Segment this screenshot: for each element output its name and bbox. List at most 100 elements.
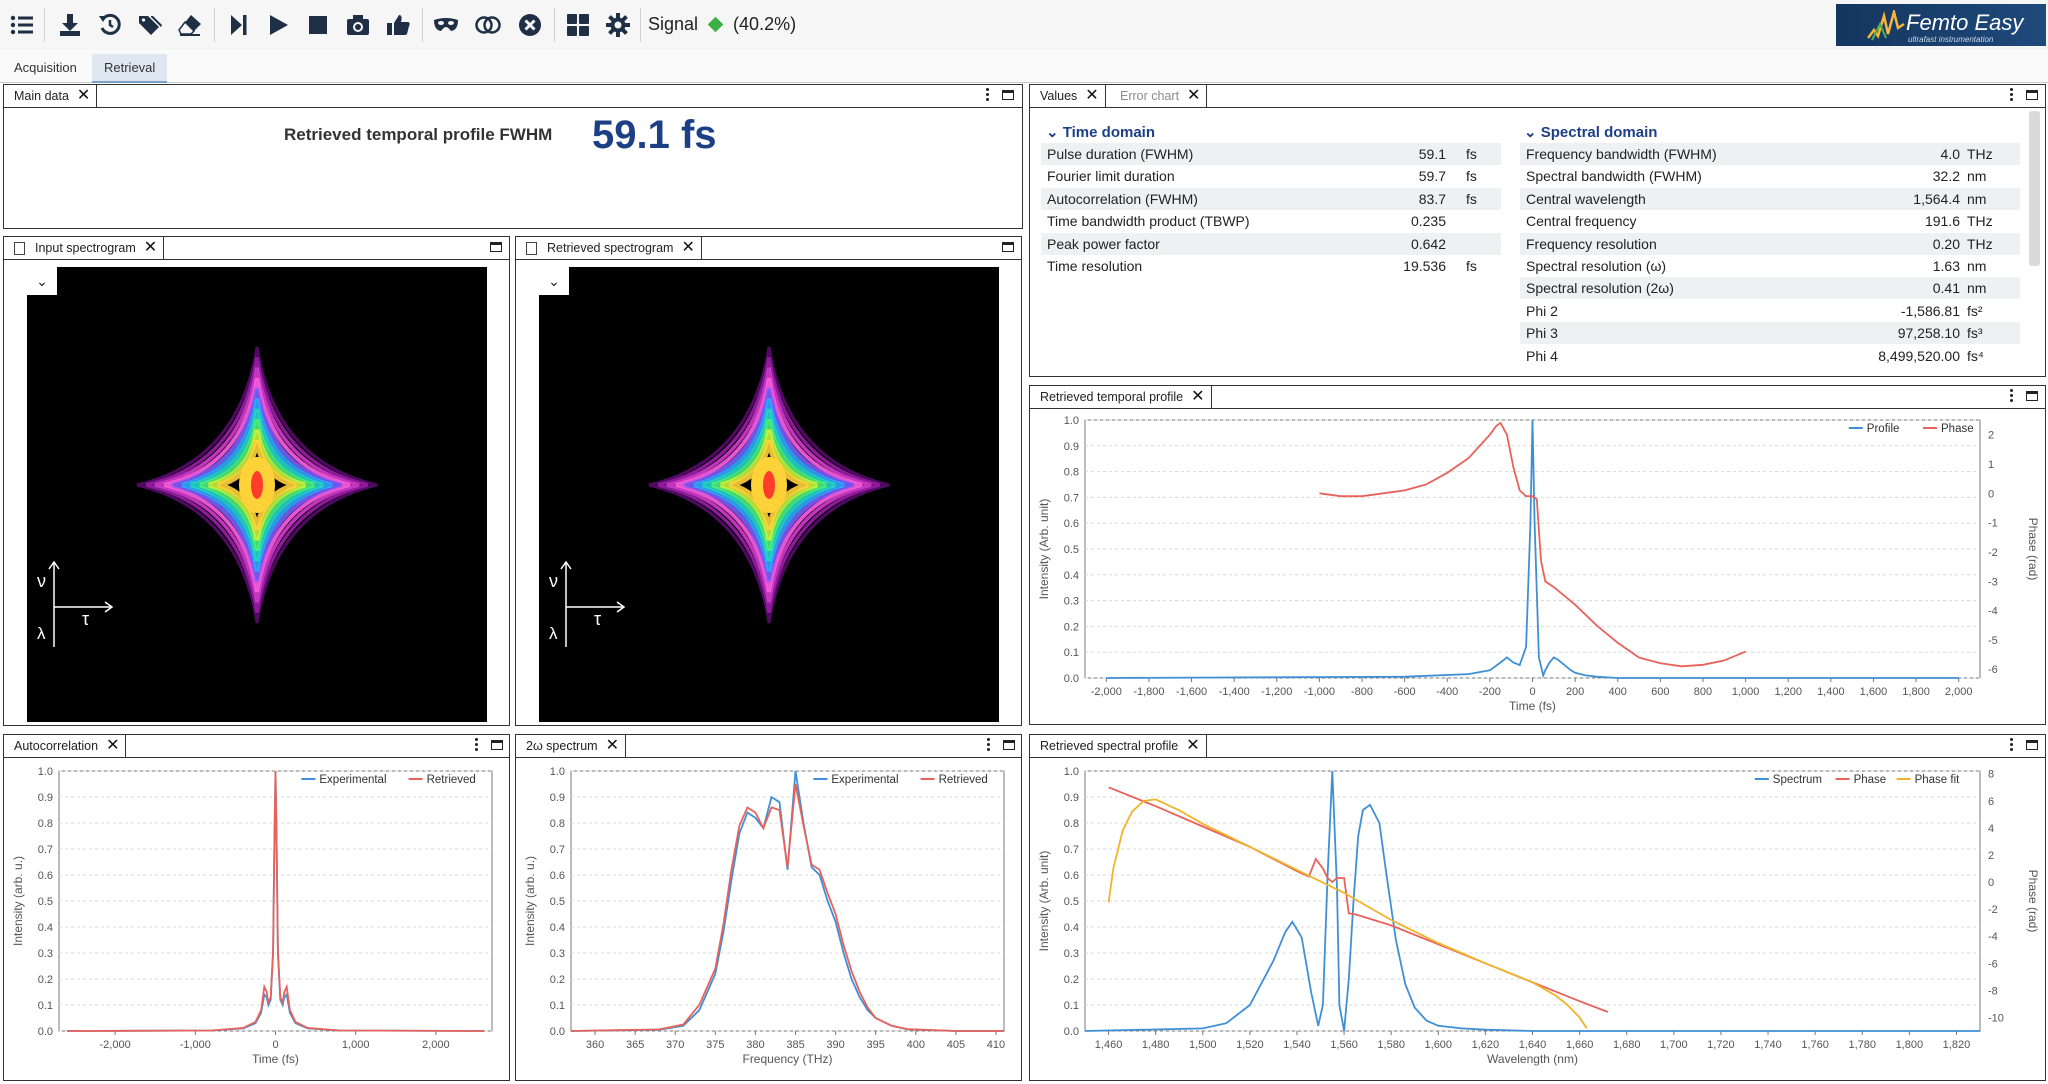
close-icon[interactable]: ✕ (1187, 87, 1201, 104)
x-tick-label: -800 (1351, 686, 1373, 698)
y2-tick-label: 2 (1988, 850, 1994, 862)
tab-retrieved-temporal-profile[interactable]: Retrieved temporal profile ✕ (1030, 386, 1212, 408)
maximize-icon[interactable] (1002, 90, 1014, 100)
time-domain-header[interactable]: ⌄ Time domain (1046, 123, 1155, 141)
tab-values[interactable]: Values ✕ (1030, 85, 1106, 107)
tab-retrieved-spectral-profile[interactable]: Retrieved spectral profile ✕ (1030, 735, 1207, 757)
maximize-icon[interactable] (2026, 740, 2038, 750)
download-icon[interactable] (54, 10, 86, 40)
mask-icon[interactable] (430, 10, 462, 40)
eraser-icon[interactable] (174, 10, 206, 40)
tab-retrieved-spectrogram[interactable]: Retrieved spectrogram ✕ (516, 237, 702, 259)
close-icon[interactable]: ✕ (106, 737, 120, 754)
y-tick-label: 0.4 (550, 922, 565, 934)
spectrogram-dropdown[interactable]: ⌄ (27, 267, 57, 295)
grid-icon[interactable] (562, 10, 594, 40)
panel-menu-icon[interactable] (475, 738, 479, 752)
2w-spectrum-chart[interactable]: 0.0 0.1 0.2 0.3 0.4 0.5 0.6 0.7 0.8 0.9 1.0 360 365 3… (516, 759, 1019, 1077)
y-tick-label: 0.8 (1064, 467, 1079, 479)
tab-retrieval[interactable]: Retrieval (92, 54, 168, 83)
x-tick-label: -1,800 (1133, 686, 1164, 698)
y-tick-label: 0.3 (38, 948, 53, 960)
value-number: 1,564.4 (1913, 190, 1960, 207)
retrieved-spectral-profile-panel: Retrieved spectral profile ✕ 0.0 0.1 0.2 0.3… (1029, 734, 2046, 1081)
value-unit: fs³ (1967, 325, 1983, 342)
stop-icon[interactable] (302, 10, 334, 40)
femto-easy-logo: Femto Easy ultrafast instrumentation (1836, 4, 2046, 46)
list-icon[interactable] (6, 10, 38, 40)
spectrogram-core (251, 471, 263, 499)
y-tick-label: 0.5 (1064, 896, 1079, 908)
y-tick-label: 0.2 (38, 974, 53, 986)
tab-acquisition[interactable]: Acquisition (14, 60, 77, 75)
x-tick-label: 1,400 (1817, 686, 1845, 698)
tags-icon[interactable] (134, 10, 166, 40)
temporal-profile-tabbar: Retrieved temporal profile ✕ (1030, 386, 2045, 409)
spectrogram-dropdown[interactable]: ⌄ (539, 267, 569, 295)
panel-menu-icon[interactable] (987, 738, 991, 752)
close-icon[interactable]: ✕ (1186, 737, 1200, 754)
y-tick-label: 0.1 (1064, 647, 1079, 659)
value-number: 59.7 (1418, 168, 1446, 185)
tab-error-chart[interactable]: Error chart ✕ (1110, 85, 1208, 107)
retrieved-spectrogram-image[interactable]: ν λ τ ⌄ (539, 267, 999, 722)
value-row: Central frequency 191.6 THz (1520, 210, 2020, 232)
close-icon[interactable]: ✕ (681, 239, 695, 256)
value-name: Peak power factor (1047, 235, 1160, 252)
y2-axis-label: Phase (rad) (2026, 870, 2040, 933)
reset-icon[interactable] (94, 10, 126, 40)
close-icon[interactable]: ✕ (76, 87, 91, 104)
series-line-experimental (570, 770, 1004, 1032)
close-icon[interactable]: ✕ (143, 239, 158, 256)
thumbs-up-icon[interactable] (382, 10, 414, 40)
spectral-domain-header[interactable]: ⌄ Spectral domain (1524, 123, 1657, 141)
retrieved-spectrogram-tabbar: Retrieved spectrogram ✕ (516, 237, 1021, 260)
tab-main-data[interactable]: Main data ✕ (4, 85, 98, 107)
play-icon[interactable] (262, 10, 294, 40)
autocorrelation-chart[interactable]: 0.0 0.1 0.2 0.3 0.4 0.5 0.6 0.7 0.8 0.9 1.0 -2,000 -… (4, 759, 507, 1077)
tab-input-spectrogram[interactable]: Input spectrogram ✕ (4, 237, 165, 259)
close-circle-icon[interactable] (514, 10, 546, 40)
close-icon[interactable]: ✕ (1085, 87, 1099, 104)
signal-diamond-icon (707, 16, 724, 33)
signal-indicator: Signal (40.2%) (648, 14, 796, 35)
temporal-profile-chart[interactable]: 0.00.10.20.30.40.50.60.70.80.91.0-2,000-… (1030, 410, 2043, 722)
tab-autocorrelation[interactable]: Autocorrelation ✕ (4, 735, 127, 757)
toggle-icon[interactable] (472, 10, 504, 40)
value-name: Central frequency (1526, 213, 1637, 230)
close-icon[interactable]: ✕ (605, 737, 619, 754)
y2-tick-label: -5 (1988, 635, 1998, 647)
tab-2w-spectrum[interactable]: 2ω spectrum ✕ (516, 735, 626, 757)
value-unit: fs⁴ (1967, 347, 1984, 364)
panel-menu-icon[interactable] (986, 88, 990, 102)
maximize-icon[interactable] (1003, 740, 1015, 750)
maximize-icon[interactable] (1002, 242, 1014, 252)
values-scrollbar[interactable] (2029, 111, 2040, 266)
x-tick-label: 600 (1651, 686, 1669, 698)
maximize-icon[interactable] (2026, 90, 2038, 100)
panel-menu-icon[interactable] (2010, 389, 2014, 403)
value-number: 32.2 (1932, 168, 1960, 185)
value-row: Peak power factor 0.642 (1041, 232, 1501, 255)
x-tick-label: 200 (1566, 686, 1584, 698)
x-tick-label: 1,620 (1472, 1039, 1500, 1051)
gear-icon[interactable] (602, 10, 634, 40)
chevron-down-icon: ⌄ (1046, 124, 1063, 141)
spectral-profile-chart[interactable]: 0.0 0.1 0.2 0.3 0.4 0.5 0.6 0.7 0.8 0.9 1.0 1,460 1,… (1030, 759, 2043, 1077)
input-spectrogram-image[interactable]: ν λ τ ⌄ (27, 267, 487, 722)
step-forward-icon[interactable] (222, 10, 254, 40)
spectrogram-contour (208, 429, 306, 541)
close-icon[interactable]: ✕ (1191, 388, 1205, 405)
value-row: Spectral resolution (ω) 1.63 nm (1520, 255, 2020, 277)
x-tick-label: 1,540 (1283, 1039, 1311, 1051)
panel-menu-icon[interactable] (2010, 88, 2014, 102)
panel-menu-icon[interactable] (2010, 738, 2014, 752)
maximize-icon[interactable] (491, 740, 503, 750)
y2-tick-label: 0 (1988, 488, 1994, 500)
maximize-icon[interactable] (2026, 391, 2038, 401)
value-unit: fs (1466, 146, 1477, 162)
maximize-icon[interactable] (490, 242, 502, 252)
x-tick-label: 1,480 (1142, 1039, 1170, 1051)
camera-icon[interactable] (342, 10, 374, 40)
y-tick-label: 1.0 (550, 766, 565, 778)
